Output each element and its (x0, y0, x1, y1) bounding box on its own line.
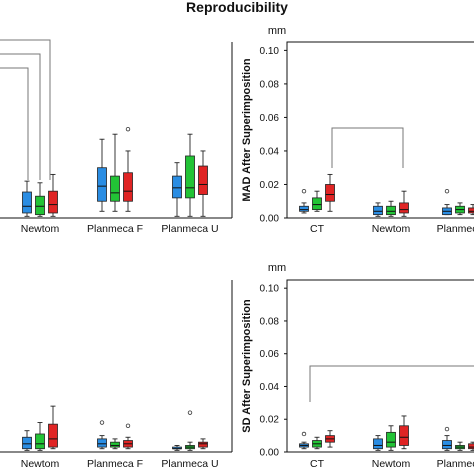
y-tick-label: 0.00 (260, 214, 280, 225)
y-tick-label: 0.10 (260, 284, 280, 295)
box-blue (442, 440, 452, 450)
x-category-label: Planmeca U (161, 458, 218, 470)
x-category-label: Newtom (21, 458, 60, 470)
y-tick-label: 0.04 (260, 146, 280, 157)
box-blue (97, 438, 107, 448)
box-red (198, 441, 208, 448)
outlier-point (444, 188, 450, 194)
outlier-point (125, 126, 131, 132)
outlier-point (125, 423, 131, 428)
chart-panels: Newtom Planmeca F Planmeca U0.000.020.040.… (0, 25, 474, 470)
box-red (468, 207, 474, 214)
box-green (35, 195, 45, 216)
box-blue (22, 191, 32, 214)
y-tick-label: 0.08 (260, 79, 280, 90)
y-axis-title: MAD After Superimposition (241, 58, 253, 201)
box-green (110, 175, 120, 202)
y-tick-label: 0.00 (260, 448, 280, 459)
box-green (312, 197, 322, 211)
outlier-point (187, 410, 193, 415)
box-green (386, 205, 396, 216)
y-unit-label: mm (268, 262, 286, 274)
box-green (185, 155, 195, 199)
box-red (123, 172, 133, 202)
box-blue (373, 438, 383, 450)
bracket-line (0, 67, 29, 180)
panel-bottom-right: 0.00 0.02 0.04 0.06 0.08 0.10 mm SD After Super… (241, 262, 474, 470)
x-category-label: Planmeca F (87, 223, 143, 235)
y-tick-label: 0.02 (260, 180, 280, 191)
x-category-label: Newtom (372, 458, 411, 470)
y-tick-label: 0.06 (260, 113, 280, 124)
panel-bottom-left: Newtom Planmeca F Planmeca U (0, 280, 233, 470)
box-red (48, 423, 58, 448)
y-tick-label: 0.10 (260, 46, 280, 57)
box-blue (22, 436, 32, 450)
box-red (325, 184, 335, 202)
y-tick-label: 0.04 (260, 382, 280, 393)
box-blue (172, 175, 182, 199)
box-red (468, 443, 474, 450)
box-red (198, 165, 208, 195)
box-red (399, 202, 409, 214)
bracket-line (0, 39, 51, 180)
x-category-label: Planmeca U (161, 223, 218, 235)
plot-frame (286, 41, 474, 219)
box-red (48, 190, 58, 214)
x-category-label: CT (310, 458, 325, 470)
panel-top-right: 0.00 0.02 0.04 0.06 0.08 0.10 mm MAD After Supe… (241, 25, 474, 235)
x-category-label: Newtom (21, 223, 60, 235)
outlier-point (301, 431, 307, 437)
plot-frame (286, 279, 474, 453)
box-red (399, 425, 409, 446)
x-category-label: Newtom (372, 223, 411, 235)
y-tick-label: 0.06 (260, 349, 280, 360)
significance-brackets (0, 39, 474, 402)
x-category-label: Planmeca (437, 223, 474, 235)
y-tick-label: 0.02 (260, 415, 280, 426)
x-category-label: Planmeca (437, 458, 474, 470)
box-blue (373, 205, 383, 216)
outlier-point (99, 420, 105, 425)
y-tick-label: 0.08 (260, 316, 280, 327)
bracket-line (309, 365, 474, 402)
x-category-label: Planmeca F (87, 458, 143, 470)
box-green (110, 441, 120, 448)
outlier-point (301, 188, 307, 194)
box-blue (97, 167, 107, 202)
bracket-line (331, 127, 404, 168)
box-green (386, 431, 396, 448)
box-green (35, 433, 45, 450)
outlier-point (444, 426, 450, 432)
x-category-label: CT (310, 223, 325, 235)
y-unit-label: mm (268, 25, 286, 37)
bracket-line (0, 53, 41, 180)
y-axis-title: SD After Superimposition (241, 299, 253, 433)
figure-title: Reproducibility (186, 0, 288, 15)
box-blue (299, 205, 309, 212)
panel-top-left: Newtom Planmeca F Planmeca U (0, 42, 233, 235)
